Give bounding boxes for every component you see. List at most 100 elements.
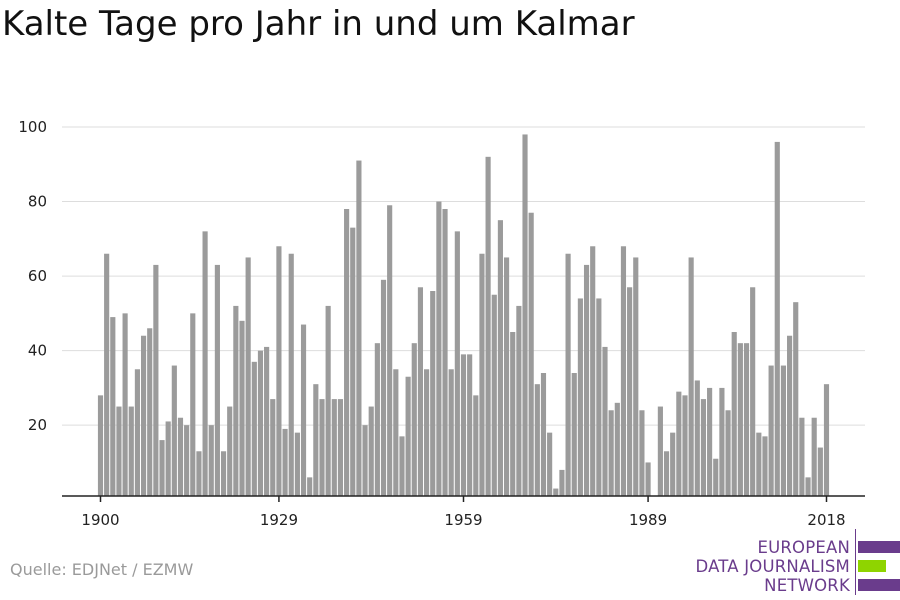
bar-1977 — [571, 373, 577, 496]
bar-1943 — [362, 425, 368, 496]
bar-1918 — [208, 425, 214, 496]
source-note: Quelle: EDJNet / EZMW — [10, 560, 194, 579]
bar-2005 — [743, 343, 750, 496]
chart-title: Kalte Tage pro Jahr in und um Kalmar — [2, 4, 635, 44]
bar-1960 — [467, 354, 473, 496]
bar-1906 — [134, 369, 140, 496]
bar-2011 — [780, 365, 787, 496]
bar-1936 — [319, 399, 325, 496]
bar-1931 — [288, 253, 294, 496]
bar-1991 — [657, 406, 663, 496]
bar-1913 — [177, 417, 184, 496]
bar-1958 — [454, 231, 460, 497]
bar-1921 — [227, 406, 233, 496]
x-tick-label: 1989 — [629, 511, 667, 529]
bar-1997 — [694, 380, 700, 496]
bar-1944 — [368, 406, 374, 496]
bar-2014 — [799, 417, 805, 496]
bar-1948 — [393, 369, 399, 496]
bar-1989 — [645, 462, 651, 496]
bar-1912 — [171, 365, 177, 496]
bar-1902 — [110, 317, 116, 496]
bar-1929 — [276, 246, 282, 496]
y-tick-label: 40 — [28, 342, 47, 360]
bar-1980 — [590, 246, 596, 496]
bar-1933 — [300, 324, 307, 496]
bar-1914 — [184, 425, 190, 496]
bar-1949 — [399, 436, 405, 496]
bar-1982 — [602, 346, 608, 496]
bar-2009 — [768, 365, 774, 496]
y-tick-label: 100 — [18, 118, 47, 136]
bar-1910 — [159, 440, 165, 496]
bar-1975 — [559, 469, 565, 496]
bar-2017 — [817, 447, 823, 496]
bar-2010 — [774, 141, 780, 496]
x-tick-label: 1900 — [81, 511, 119, 529]
bar-1972 — [540, 373, 547, 496]
y-tick-label: 20 — [28, 416, 47, 434]
bar-1930 — [282, 428, 288, 496]
bar-2004 — [737, 343, 743, 496]
bar-1916 — [196, 451, 202, 496]
edjnet-logo: EUROPEAN DATA JOURNALISM NETWORK — [695, 529, 900, 595]
bar-1938 — [331, 399, 337, 496]
bar-1953 — [424, 369, 430, 496]
bar-1961 — [473, 395, 479, 496]
bar-1978 — [577, 298, 583, 496]
bar-2016 — [811, 417, 817, 496]
bar-1907 — [140, 335, 147, 496]
y-tick-label: 80 — [28, 193, 47, 211]
bar-1967 — [510, 332, 516, 496]
bar-1976 — [565, 253, 571, 496]
bars — [97, 134, 830, 497]
bar-1954 — [430, 291, 436, 496]
bar-1903 — [116, 406, 122, 496]
bar-1917 — [202, 231, 208, 497]
logo-bar-bottom — [858, 579, 900, 591]
bar-1965 — [497, 220, 503, 496]
bar-2015 — [805, 477, 811, 496]
bar-1950 — [405, 376, 411, 496]
bar-1900 — [97, 395, 104, 496]
bar-2006 — [750, 287, 756, 496]
bar-1988 — [639, 410, 645, 496]
logo-bar-top — [858, 541, 900, 553]
bar-1998 — [700, 399, 707, 496]
bar-1959 — [460, 354, 467, 496]
bar-1962 — [479, 253, 485, 496]
logo-line-data-journalism: DATA JOURNALISM — [695, 557, 850, 576]
bar-1939 — [337, 399, 344, 496]
bar-1911 — [165, 421, 171, 496]
bar-1935 — [313, 384, 319, 496]
x-tick-label: 1959 — [444, 511, 482, 529]
bar-1957 — [448, 369, 454, 496]
bar-1908 — [147, 328, 153, 496]
bar-1966 — [503, 257, 510, 496]
y-tick-label: 60 — [28, 267, 47, 285]
bar-1934 — [307, 477, 313, 496]
bar-1925 — [251, 361, 257, 496]
logo-divider — [855, 529, 856, 595]
bar-1926 — [257, 350, 264, 496]
logo-line-european: EUROPEAN — [757, 538, 850, 557]
bar-1915 — [190, 313, 196, 496]
bar-1909 — [153, 264, 159, 496]
bar-1932 — [294, 432, 300, 496]
bar-1986 — [627, 287, 633, 496]
bar-1968 — [516, 305, 522, 496]
bar-2000 — [713, 458, 719, 496]
bar-1974 — [553, 488, 559, 496]
bar-1971 — [534, 384, 540, 496]
bar-1905 — [128, 406, 134, 496]
bar-1993 — [670, 432, 676, 496]
bar-1919 — [214, 264, 220, 496]
logo-bar-middle — [858, 560, 886, 572]
bar-1983 — [608, 410, 614, 496]
bar-1928 — [270, 399, 276, 496]
bar-1985 — [620, 246, 627, 496]
bar-1945 — [374, 343, 380, 496]
bar-1952 — [417, 287, 424, 496]
x-axis-ticks: 1900 1929 1959 1989 2018 — [81, 496, 846, 529]
